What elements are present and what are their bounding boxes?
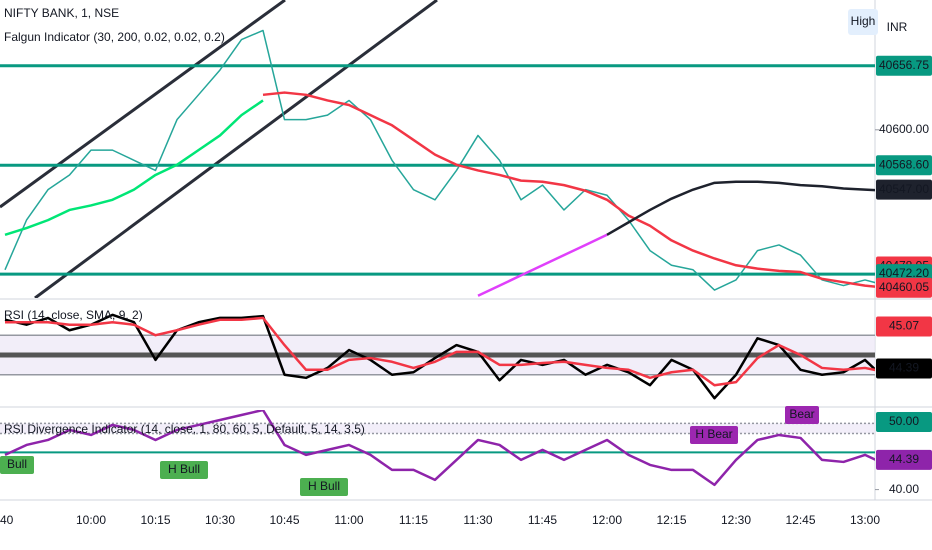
divergence-tag-label: Bear	[789, 407, 814, 421]
series-line	[4, 410, 875, 487]
price-label: 40547.00	[879, 182, 929, 196]
divergence-tag	[690, 426, 738, 444]
x-tick-label: 13:00	[850, 513, 880, 527]
series-line	[5, 316, 875, 387]
trend-line	[34, 0, 438, 298]
trend-line	[0, 0, 286, 209]
divergence-tag-label: H Bear	[695, 427, 732, 441]
y-tick-label: 40.00	[889, 482, 919, 496]
price-label-box	[876, 449, 932, 470]
x-tick-label: 12:30	[721, 513, 751, 527]
divergence-tag	[785, 406, 819, 424]
x-tick-label: 11:15	[399, 513, 428, 527]
trend-channel	[0, 0, 438, 298]
series-line	[262, 91, 875, 288]
plot-layer: :40 10:00 10:15 10:30 10:45 11:00 11:15 11:30 11…	[0, 29, 932, 527]
series-line	[4, 99, 264, 236]
series-line	[4, 313, 875, 400]
price-label-box	[876, 316, 932, 337]
indicator-title: RSI (14, close, SMA, 9, 2)	[4, 308, 143, 322]
currency-label: INR	[887, 20, 908, 34]
x-tick-label: 10:15	[140, 513, 170, 527]
price-label: 50.00	[889, 414, 919, 428]
price-label: 40656.75	[879, 58, 929, 72]
symbol-title: NIFTY BANK, 1, NSE	[4, 6, 119, 20]
price-label-box	[876, 155, 932, 176]
price-label-box	[876, 55, 932, 76]
pane	[0, 313, 875, 400]
price-label: 40568.60	[879, 157, 929, 171]
series-line	[606, 180, 875, 236]
price-label: 40460.05	[879, 280, 929, 294]
x-tick-label: 12:45	[785, 513, 815, 527]
price-label-box	[876, 411, 932, 432]
x-tick-label: 11:00	[334, 513, 363, 527]
x-tick-label: 11:45	[528, 513, 557, 527]
price-label: 44.39	[889, 361, 919, 375]
x-tick-label: 10:30	[205, 513, 235, 527]
divergence-tag-label: Bull	[7, 457, 27, 471]
price-label-box	[876, 277, 932, 298]
divergence-tag	[300, 478, 348, 496]
price-label: 45.07	[889, 319, 919, 333]
divergence-tag	[160, 461, 208, 479]
price-label: 44.39	[889, 452, 919, 466]
x-tick-label: 10:45	[269, 513, 299, 527]
x-tick-label: :40	[0, 513, 14, 527]
price-label: 40472.20	[879, 266, 929, 280]
price-label-box	[876, 358, 932, 379]
x-tick-label: 12:00	[592, 513, 622, 527]
indicator-title: RSI Divergence Indicator (14, close, 1, …	[4, 422, 365, 436]
x-tick-label: 12:15	[656, 513, 686, 527]
pane	[0, 29, 875, 297]
divergence-tag-label: H Bull	[308, 479, 340, 493]
series-line	[477, 233, 608, 297]
divergence-tag	[0, 456, 34, 474]
price-label-box	[876, 179, 932, 200]
x-tick-label: 10:00	[76, 513, 106, 527]
x-tick-label: 11:30	[463, 513, 492, 527]
y-tick-label: 40600.00	[879, 122, 929, 136]
high-button-label[interactable]: High	[851, 14, 876, 28]
series-line	[4, 29, 875, 291]
divergence-tag-label: H Bull	[168, 462, 200, 476]
band-fill	[0, 423, 875, 434]
high-button[interactable]	[848, 9, 878, 35]
indicator-title: Falgun Indicator (30, 200, 0.02, 0.02, 0…	[4, 30, 225, 44]
